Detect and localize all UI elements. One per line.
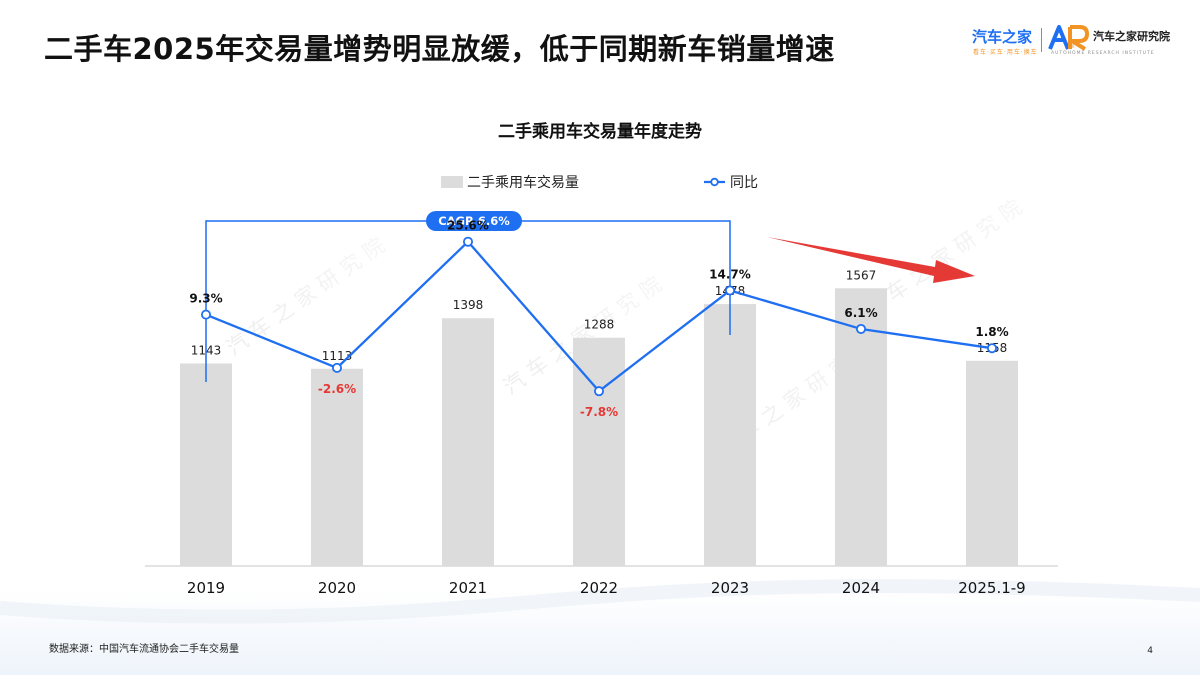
chart-title: 二手乘用车交易量年度走势	[498, 121, 702, 142]
source-note: 数据来源：中国汽车流通协会二手车交易量	[49, 644, 239, 655]
yoy-value-label-2024: 6.1%	[844, 306, 877, 320]
ar-logo-icon: AR	[1048, 25, 1089, 51]
autohome-tagline: 看车·买车·用车·换车	[973, 49, 1038, 56]
footer-band	[0, 590, 1200, 675]
yoy-value-label-2021: 25.6%	[447, 219, 489, 233]
yoy-point-2025.1-9	[987, 343, 998, 354]
yoy-value-label-2023: 14.7%	[709, 267, 751, 281]
legend-bar-swatch	[441, 176, 463, 188]
legend-line-marker	[710, 177, 719, 187]
yoy-value-label-2025.1-9: 1.8%	[975, 325, 1008, 339]
cagr-badge	[426, 211, 522, 231]
bar-value-label-2020: 1113	[322, 349, 353, 363]
bar-2023	[704, 304, 756, 566]
research-institute-logo: 汽车之家研究院	[1093, 30, 1170, 43]
bar-2022	[573, 337, 625, 566]
trend-arrow-icon	[767, 237, 975, 283]
ar-mark-text: AR	[1069, 44, 1075, 49]
logo-area: 汽车之家 看车·买车·用车·换车 AR 汽车之家研究院 AUTOHOME RES…	[960, 20, 1190, 62]
yoy-value-label-2020: -2.6%	[318, 382, 356, 396]
x-tick-label-2023: 2023	[711, 579, 749, 597]
bar-2021	[442, 318, 494, 566]
bar-2024	[835, 288, 887, 566]
yoy-point-2021	[462, 236, 473, 247]
yoy-point-2020	[331, 362, 342, 373]
bar-2019	[180, 363, 232, 566]
yoy-point-2019	[200, 309, 211, 320]
yoy-value-label-2019: 9.3%	[189, 292, 222, 306]
research-institute-tagline: AUTOHOME RESEARCH INSTITUTE	[1051, 51, 1155, 56]
bar-value-label-2021: 1398	[453, 298, 484, 312]
autohome-logo: 汽车之家	[972, 28, 1033, 46]
bar-2020	[311, 368, 363, 566]
footer-wave	[0, 579, 1200, 624]
legend-line-label: 同比	[730, 175, 758, 191]
cagr-label: CAGR 6.6%	[438, 214, 510, 228]
x-tick-label-2024: 2024	[842, 579, 880, 597]
x-tick-label-2021: 2021	[449, 579, 487, 597]
yoy-value-label-2022: -7.8%	[580, 405, 618, 419]
yoy-point-2023	[725, 285, 736, 296]
bar-2025.1-9	[966, 360, 1018, 566]
x-tick-label-2025.1-9: 2025.1-9	[958, 579, 1025, 597]
bar-value-label-2022: 1288	[584, 318, 615, 332]
yoy-point-2024	[856, 323, 867, 334]
bar-value-label-2024: 1567	[846, 268, 877, 282]
x-tick-label-2019: 2019	[187, 579, 225, 597]
yoy-point-2022	[594, 386, 605, 397]
page-number: 4	[1147, 646, 1153, 656]
x-tick-label-2022: 2022	[580, 579, 618, 597]
logo-divider	[1041, 28, 1042, 52]
legend-bar-label: 二手乘用车交易量	[467, 174, 579, 191]
x-tick-label-2020: 2020	[318, 579, 356, 597]
page-title: 二手车2025年交易量增势明显放缓，低于同期新车销量增速	[44, 32, 835, 66]
